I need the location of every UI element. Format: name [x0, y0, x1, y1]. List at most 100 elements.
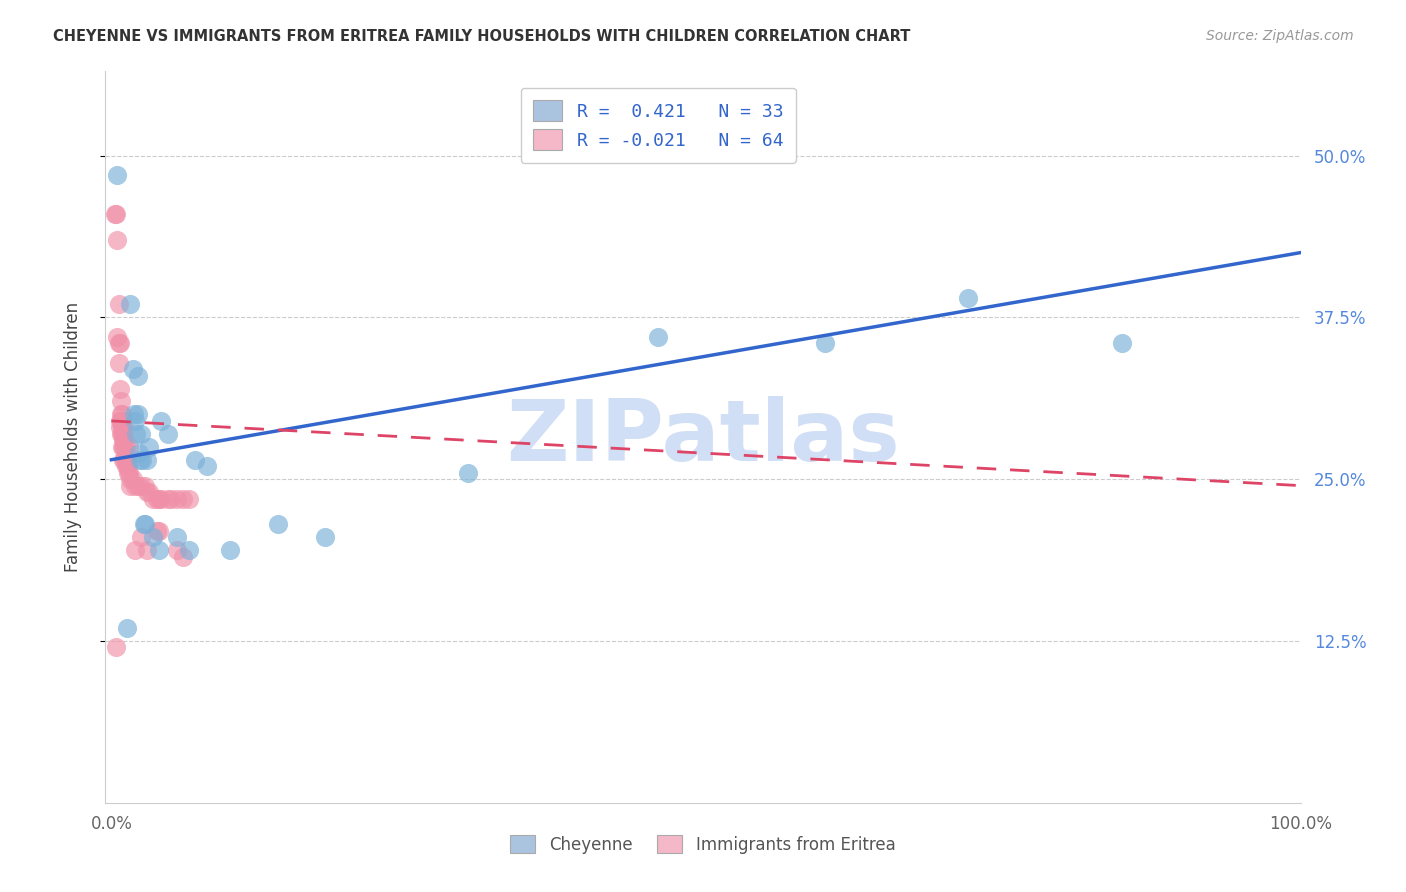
Point — [314, 530, 336, 544]
Point — [148, 491, 170, 506]
Point — [114, 440, 136, 454]
Point — [111, 408, 134, 422]
Point — [177, 491, 200, 506]
Point — [132, 517, 155, 532]
Point — [129, 478, 152, 492]
Point — [114, 452, 136, 467]
Point — [128, 446, 150, 460]
Point — [112, 440, 135, 454]
Point — [124, 478, 146, 492]
Point — [136, 543, 159, 558]
Point — [120, 478, 142, 492]
Point — [110, 414, 132, 428]
Point — [157, 426, 180, 441]
Text: Source: ZipAtlas.com: Source: ZipAtlas.com — [1206, 29, 1354, 43]
Point — [142, 530, 165, 544]
Point — [160, 491, 183, 506]
Point — [118, 466, 141, 480]
Point — [219, 543, 242, 558]
Point — [107, 297, 129, 311]
Point — [145, 524, 167, 538]
Point — [172, 491, 194, 506]
Point — [105, 233, 128, 247]
Point — [125, 426, 148, 441]
Point — [114, 440, 136, 454]
Point — [122, 408, 145, 422]
Point — [111, 420, 134, 434]
Point — [107, 356, 129, 370]
Point — [148, 524, 170, 538]
Point — [134, 517, 156, 532]
Point — [131, 452, 153, 467]
Point — [142, 491, 165, 506]
Point — [172, 549, 194, 564]
Point — [145, 491, 167, 506]
Point — [647, 330, 669, 344]
Point — [112, 426, 135, 441]
Point — [115, 459, 138, 474]
Point — [111, 426, 134, 441]
Point — [112, 434, 135, 448]
Point — [177, 543, 200, 558]
Point — [111, 414, 134, 428]
Point — [114, 420, 136, 434]
Text: CHEYENNE VS IMMIGRANTS FROM ERITREA FAMILY HOUSEHOLDS WITH CHILDREN CORRELATION : CHEYENNE VS IMMIGRANTS FROM ERITREA FAMI… — [53, 29, 911, 44]
Point — [138, 440, 160, 454]
Point — [108, 414, 131, 428]
Point — [108, 420, 131, 434]
Legend: Cheyenne, Immigrants from Eritrea: Cheyenne, Immigrants from Eritrea — [503, 829, 903, 860]
Point — [110, 426, 132, 441]
Point — [956, 291, 979, 305]
Point — [108, 382, 131, 396]
Point — [105, 168, 128, 182]
Point — [134, 478, 156, 492]
Point — [115, 452, 138, 467]
Point — [150, 491, 173, 506]
Point — [127, 478, 149, 492]
Point — [112, 414, 135, 428]
Point — [105, 207, 128, 221]
Point — [110, 408, 132, 422]
Point — [114, 452, 136, 467]
Point — [114, 459, 136, 474]
Point — [166, 491, 188, 506]
Point — [129, 426, 152, 441]
Point — [195, 459, 218, 474]
Point — [114, 434, 136, 448]
Point — [124, 414, 146, 428]
Point — [115, 621, 138, 635]
Point — [138, 485, 160, 500]
Point — [136, 485, 159, 500]
Point — [111, 440, 134, 454]
Point — [110, 394, 132, 409]
Point — [117, 459, 139, 474]
Point — [121, 472, 143, 486]
Point — [124, 543, 146, 558]
Y-axis label: Family Households with Children: Family Households with Children — [63, 302, 82, 572]
Point — [107, 336, 129, 351]
Point — [267, 517, 290, 532]
Point — [120, 472, 142, 486]
Point — [117, 466, 139, 480]
Point — [127, 368, 149, 383]
Text: ZIPatlas: ZIPatlas — [506, 395, 900, 479]
Point — [118, 440, 141, 454]
Point — [136, 452, 159, 467]
Point — [105, 330, 128, 344]
Point — [112, 452, 135, 467]
Point — [120, 297, 142, 311]
Point — [108, 336, 131, 351]
Point — [814, 336, 837, 351]
Point — [166, 543, 188, 558]
Point — [129, 452, 152, 467]
Point — [150, 414, 173, 428]
Point — [457, 466, 479, 480]
Point — [105, 640, 128, 655]
Point — [129, 530, 152, 544]
Point — [166, 530, 188, 544]
Point — [148, 543, 170, 558]
Point — [1111, 336, 1133, 351]
Point — [157, 491, 180, 506]
Point — [127, 408, 149, 422]
Point — [183, 452, 205, 467]
